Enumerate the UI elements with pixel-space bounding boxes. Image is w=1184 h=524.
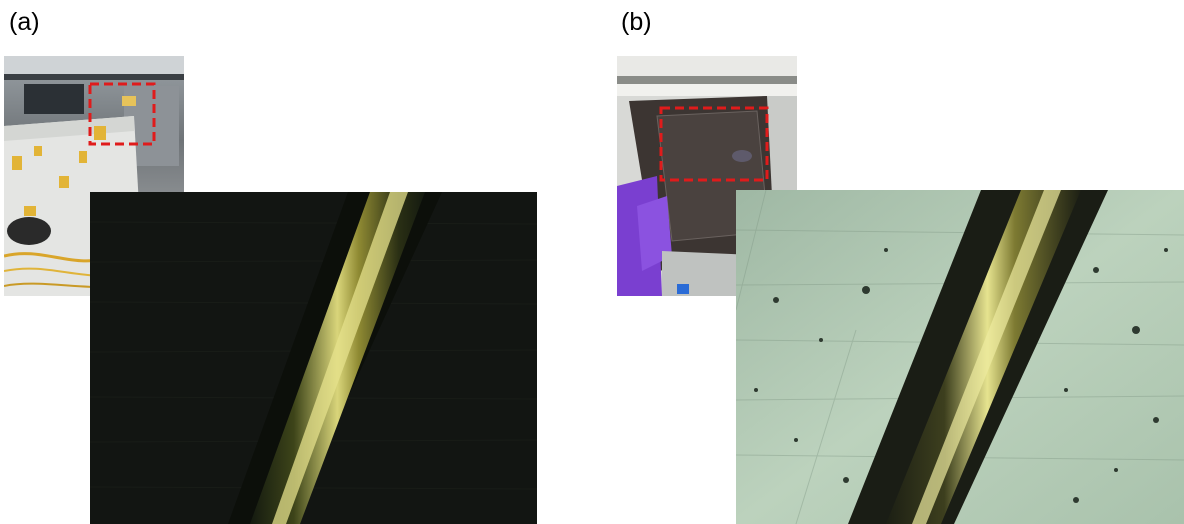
panel-b-micrograph xyxy=(736,190,1184,524)
panel-a-label: (a) xyxy=(9,8,40,36)
panel-a-highlight-box xyxy=(88,82,156,146)
panel-b-highlight-box xyxy=(659,106,769,182)
panel-a-micrograph xyxy=(90,192,537,524)
panel-b-label: (b) xyxy=(621,8,652,36)
